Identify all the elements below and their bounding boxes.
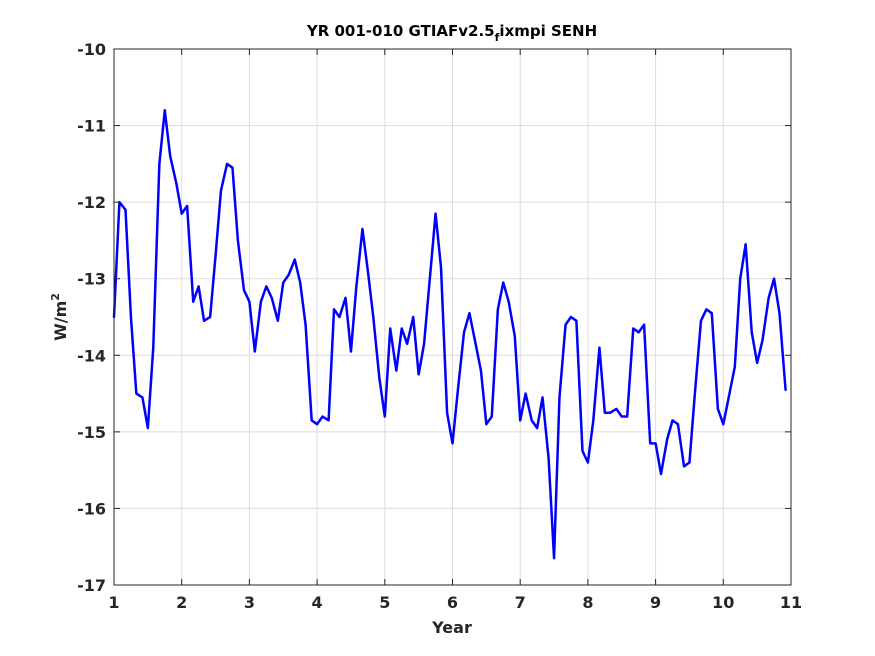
y-tick-label: -14 xyxy=(77,346,106,365)
series-group xyxy=(112,109,787,560)
y-tick-label: -11 xyxy=(77,117,106,136)
y-tick-label: -12 xyxy=(77,193,106,212)
series-line xyxy=(112,109,787,560)
x-tick-label: 8 xyxy=(582,593,593,612)
chart-title-end: ixmpi SENH xyxy=(499,22,597,40)
y-tick-label: -10 xyxy=(77,40,106,59)
y-tick-labels: -10 -11 -12 -13 -14 -15 -16 -17 xyxy=(77,40,106,595)
y-axis-label-superscript: 2 xyxy=(49,293,62,301)
x-tick-label: 3 xyxy=(244,593,255,612)
x-tick-label: 9 xyxy=(650,593,661,612)
x-tick-label: 10 xyxy=(712,593,734,612)
tick-marks xyxy=(113,48,792,586)
x-tick-label: 4 xyxy=(312,593,323,612)
y-tick-label: -16 xyxy=(77,499,106,518)
chart-title-subscript: f xyxy=(495,31,500,44)
x-tick-labels: 1 2 3 4 5 6 7 8 9 10 11 xyxy=(108,593,802,612)
x-tick-label: 6 xyxy=(447,593,458,612)
y-tick-label: -17 xyxy=(77,576,106,595)
chart-title: YR 001-010 GTIAFv2.5fixmpi SENH xyxy=(306,22,597,44)
y-axis-label: W/m2 xyxy=(49,293,70,341)
y-tick-label: -13 xyxy=(77,270,106,289)
x-axis-label: Year xyxy=(431,618,472,637)
chart-title-main: YR 001-010 GTIAFv2.5 xyxy=(306,22,495,40)
y-tick-label: -15 xyxy=(77,423,106,442)
y-axis-label-base: W/m xyxy=(51,301,70,341)
x-tick-label: 7 xyxy=(515,593,526,612)
x-tick-label: 5 xyxy=(379,593,390,612)
x-tick-label: 11 xyxy=(780,593,802,612)
x-tick-label: 2 xyxy=(176,593,187,612)
x-tick-label: 1 xyxy=(108,593,119,612)
